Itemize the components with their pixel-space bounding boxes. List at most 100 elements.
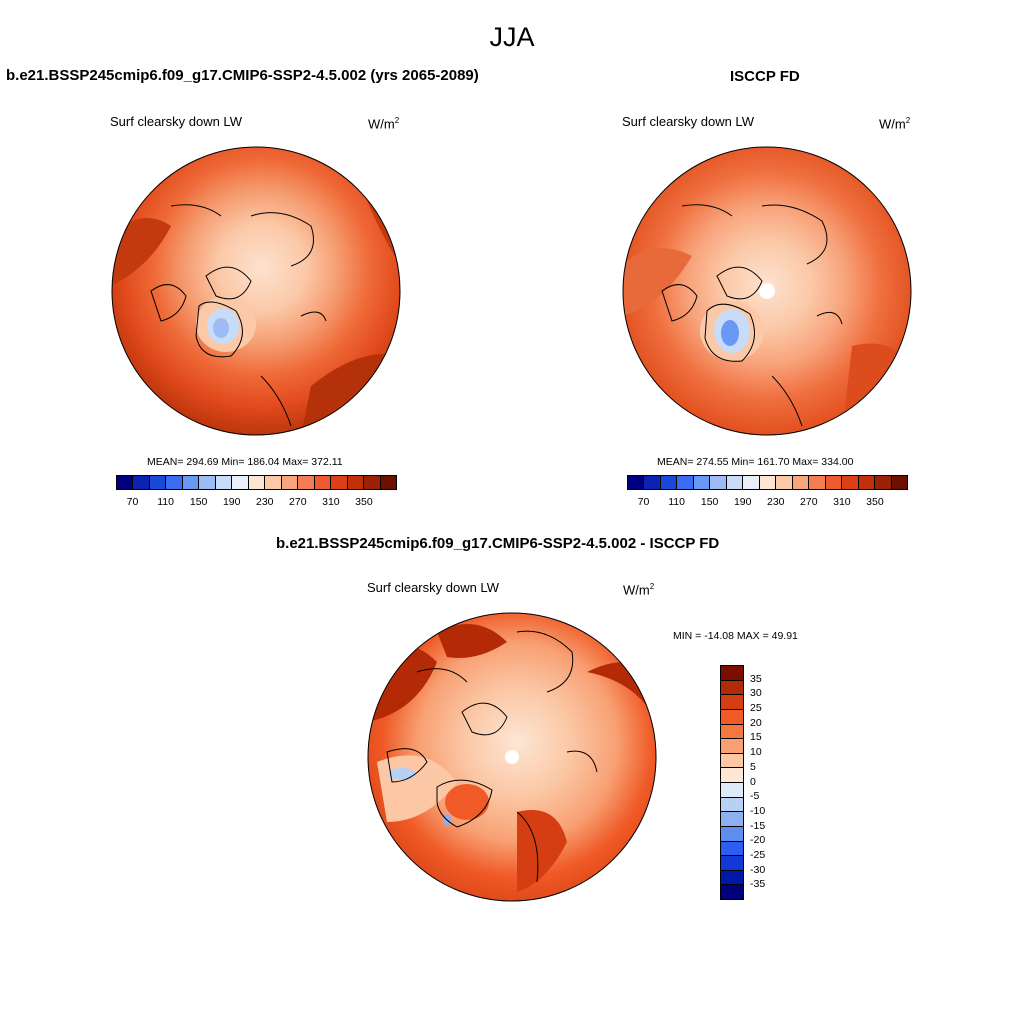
colorbar-tick-label: 10 (750, 746, 762, 759)
colorbar-swatch (721, 680, 743, 696)
colorbar-tick-label: 25 (750, 702, 762, 715)
colorbar-swatch (281, 476, 299, 489)
colorbar-swatch (743, 476, 760, 489)
colorbar-swatch (721, 856, 743, 871)
colorbar-tick-label: -10 (750, 804, 766, 817)
colorbar-swatch (331, 476, 348, 489)
colorbar-tick-label: 310 (833, 496, 851, 508)
colorbar-swatch (726, 476, 744, 489)
colorbar-swatch (721, 724, 743, 740)
colorbar-swatch (710, 476, 727, 489)
colorbar-tick-label: 190 (222, 496, 241, 508)
colorbar-swatch (721, 826, 743, 842)
colorbar-swatch (825, 476, 843, 489)
colorbar-tick-label: 110 (668, 496, 685, 508)
colorbar-swatch (721, 695, 743, 710)
colorbar-swatch (721, 783, 743, 798)
colorbar-swatch (721, 797, 743, 813)
colorbar-tick-label: -30 (750, 863, 766, 876)
colorbar-tick-label: -25 (750, 848, 766, 861)
obs-case-title: ISCCP FD (730, 68, 800, 85)
colorbar-swatch (248, 476, 266, 489)
colorbar-swatch (265, 476, 282, 489)
colorbar-tick-label: 0 (750, 775, 756, 788)
colorbar-swatch (721, 768, 743, 783)
colorbar-swatch (182, 476, 200, 489)
obs-colorbar (627, 475, 908, 490)
colorbar-swatch (721, 885, 743, 899)
colorbar-tick-label: 230 (766, 496, 785, 508)
colorbar-swatch (660, 476, 678, 489)
model-colorbar-ticks: 70 110 150 190 230 270 310 350 (116, 496, 397, 510)
colorbar-tick-label: 70 (637, 496, 650, 508)
colorbar-tick-label: 20 (750, 716, 762, 729)
colorbar-swatch (721, 841, 743, 857)
colorbar-swatch (776, 476, 793, 489)
model-stats-label: MEAN= 294.69 Min= 186.04 Max= 372.11 (147, 456, 343, 468)
colorbar-tick-label: -20 (750, 834, 766, 847)
colorbar-tick-label: 30 (750, 687, 762, 700)
diff-variable-label: Surf clearsky down LW (367, 580, 499, 595)
colorbar-tick-label: 35 (750, 672, 762, 685)
colorbar-swatch (721, 709, 743, 725)
obs-polar-map (622, 146, 912, 436)
obs-colorbar-ticks: 70 110 150 190 230 270 310 350 (627, 496, 908, 510)
colorbar-tick-label: 350 (355, 496, 373, 508)
colorbar-swatch (298, 476, 315, 489)
colorbar-swatch (858, 476, 876, 489)
obs-stats-label: MEAN= 274.55 Min= 161.70 Max= 334.00 (657, 456, 854, 468)
colorbar-tick-label: 5 (750, 760, 756, 773)
colorbar-tick-label: 150 (189, 496, 208, 508)
diff-colorbar (720, 665, 744, 900)
colorbar-swatch (875, 476, 892, 489)
obs-units-label: W/m2 (879, 116, 911, 132)
colorbar-tick-label: 150 (700, 496, 719, 508)
colorbar-swatch (842, 476, 859, 489)
colorbar-tick-label: -5 (750, 790, 760, 803)
model-units-label: W/m2 (368, 116, 400, 132)
colorbar-tick-label: 230 (255, 496, 274, 508)
model-colorbar (116, 475, 397, 490)
obs-variable-label: Surf clearsky down LW (622, 114, 754, 129)
colorbar-swatch (721, 753, 743, 769)
colorbar-swatch (721, 739, 743, 754)
colorbar-swatch (693, 476, 711, 489)
model-case-title: b.e21.BSSP245cmip6.f09_g17.CMIP6-SSP2-4.… (6, 67, 479, 84)
colorbar-swatch (232, 476, 249, 489)
colorbar-tick-label: 190 (733, 496, 752, 508)
colorbar-swatch (380, 476, 396, 489)
colorbar-swatch (199, 476, 216, 489)
diff-case-title: b.e21.BSSP245cmip6.f09_g17.CMIP6-SSP2-4.… (276, 535, 720, 552)
colorbar-swatch (149, 476, 167, 489)
colorbar-swatch (721, 666, 743, 681)
diff-stats-label: MIN = -14.08 MAX = 49.91 (673, 630, 798, 642)
colorbar-swatch (721, 870, 743, 886)
colorbar-tick-label: 270 (800, 496, 818, 508)
colorbar-swatch (759, 476, 777, 489)
colorbar-swatch (644, 476, 661, 489)
colorbar-swatch (347, 476, 365, 489)
diff-colorbar-ticks: 35 30 25 20 15 10 5 0 -5 -10 -15 -20 -25 -30 -35 (750, 665, 790, 900)
colorbar-tick-label: 110 (157, 496, 174, 508)
colorbar-tick-label: 15 (750, 731, 762, 744)
colorbar-swatch (628, 476, 645, 489)
figure-title: JJA (489, 22, 535, 52)
diff-units-label: W/m2 (623, 582, 655, 598)
colorbar-swatch (809, 476, 826, 489)
colorbar-swatch (891, 476, 907, 489)
colorbar-tick-label: -15 (750, 819, 766, 832)
colorbar-swatch (792, 476, 810, 489)
model-polar-map (111, 146, 401, 436)
model-variable-label: Surf clearsky down LW (110, 114, 242, 129)
colorbar-swatch (314, 476, 332, 489)
diff-polar-map (367, 612, 657, 902)
colorbar-tick-label: 270 (289, 496, 307, 508)
colorbar-tick-label: 70 (126, 496, 139, 508)
colorbar-swatch (721, 812, 743, 827)
colorbar-swatch (166, 476, 183, 489)
colorbar-swatch (215, 476, 233, 489)
colorbar-swatch (117, 476, 134, 489)
colorbar-tick-label: 310 (322, 496, 340, 508)
colorbar-swatch (364, 476, 381, 489)
colorbar-tick-label: 350 (866, 496, 884, 508)
